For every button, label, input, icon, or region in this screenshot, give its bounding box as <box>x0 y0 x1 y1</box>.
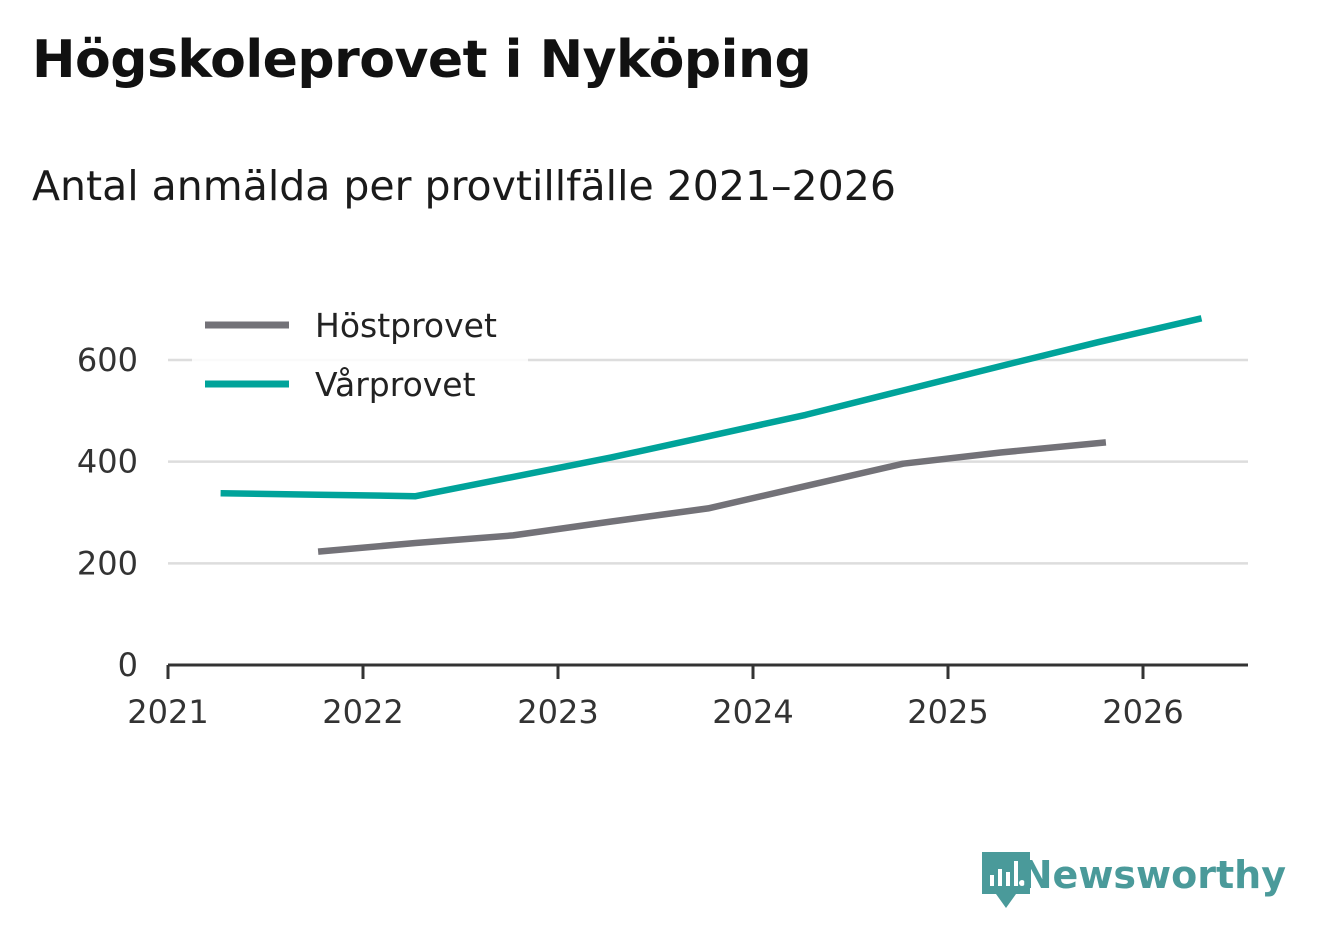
data-point <box>315 548 321 554</box>
legend: Höstprovet Vårprovet <box>192 296 528 414</box>
logo-bar-4 <box>1014 861 1018 886</box>
brand-logo: Newsworthy <box>982 852 1286 908</box>
data-point <box>412 493 418 499</box>
y-tick-label: 0 <box>118 646 138 684</box>
y-tick-label: 600 <box>77 341 138 379</box>
series-lines <box>217 315 1204 555</box>
x-tick-label: 2026 <box>1102 693 1183 731</box>
data-point <box>900 461 906 467</box>
x-tick-label: 2025 <box>907 693 988 731</box>
axes: 0 200 400 600 2021 2022 2023 2024 2025 2026 <box>77 341 1248 731</box>
data-point <box>802 483 808 489</box>
series-line-hostprovet <box>317 439 1107 555</box>
series-line-varprovet <box>220 315 1203 500</box>
x-tick-label: 2023 <box>517 693 598 731</box>
data-point <box>1103 439 1109 445</box>
legend-background <box>192 296 528 414</box>
data-point <box>1095 339 1101 345</box>
brand-name: Newsworthy <box>1021 853 1286 897</box>
data-point <box>1198 315 1204 321</box>
data-point <box>802 412 808 418</box>
data-point <box>412 540 418 546</box>
logo-bar-2 <box>998 869 1002 886</box>
data-point <box>997 363 1003 369</box>
chart-title: Högskoleprovet i Nyköping <box>32 30 812 90</box>
logo-bar-1 <box>990 875 994 886</box>
y-tick-label: 400 <box>77 443 138 481</box>
data-point <box>705 433 711 439</box>
legend-label-varprovet: Vårprovet <box>315 365 476 404</box>
newsworthy-logo-icon <box>982 852 1030 908</box>
data-point <box>315 492 321 498</box>
data-point <box>607 518 613 524</box>
data-point <box>705 505 711 511</box>
legend-label-hostprovet: Höstprovet <box>315 306 497 345</box>
data-point <box>510 474 516 480</box>
x-tick-label: 2021 <box>127 693 208 731</box>
data-point <box>607 454 613 460</box>
data-point <box>510 532 516 538</box>
logo-bar-3 <box>1006 872 1010 886</box>
logo-dot <box>1019 880 1025 886</box>
data-point <box>217 490 223 496</box>
data-point <box>997 449 1003 455</box>
chart-subtitle: Antal anmälda per provtillfälle 2021–202… <box>32 162 896 210</box>
data-point <box>900 387 906 393</box>
x-tick-label: 2024 <box>712 693 793 731</box>
y-tick-label: 200 <box>77 544 138 582</box>
x-tick-label: 2022 <box>322 693 403 731</box>
